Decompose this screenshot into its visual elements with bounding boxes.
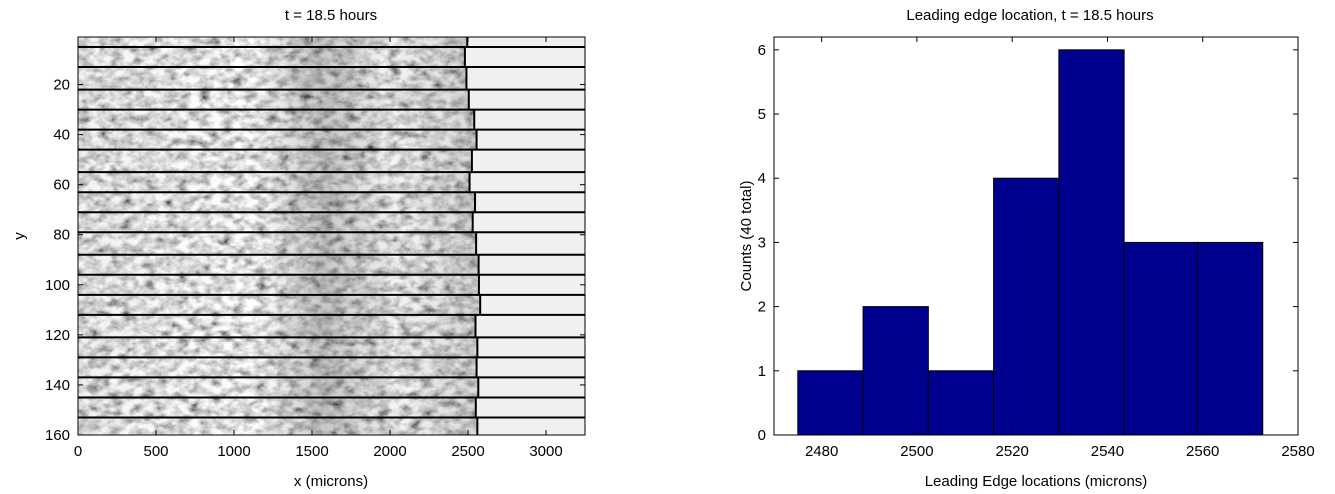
y-tick-label: 160 xyxy=(45,427,70,444)
x-tick-label: 2520 xyxy=(995,443,1028,460)
x-tick-label: 1500 xyxy=(295,443,328,460)
y-tick-label: 20 xyxy=(53,77,70,94)
y-tick-label: 60 xyxy=(53,177,70,194)
y-tick-label: 3 xyxy=(758,234,766,251)
histogram-panel: Leading edge location, t = 18.5 hours 24… xyxy=(738,7,1315,490)
y-tick-label: 4 xyxy=(758,170,766,187)
histogram-title: Leading edge location, t = 18.5 hours xyxy=(906,7,1153,24)
histogram-bar xyxy=(1058,49,1125,436)
x-tick-label: 3000 xyxy=(529,443,562,460)
image-panel: t = 18.5 hours 0 500 1000 1500 2000 2500 3000 … xyxy=(11,7,586,490)
histogram-axes-frame xyxy=(773,36,1299,436)
histogram-bars xyxy=(797,49,1264,436)
x-tick-label: 2540 xyxy=(1091,443,1124,460)
histogram-x-label: Leading Edge locations (microns) xyxy=(925,473,1148,490)
cell-shading xyxy=(78,89,469,110)
cell-shading xyxy=(78,67,467,90)
cell-shading xyxy=(78,254,479,275)
leading-edge-segments xyxy=(463,37,482,435)
x-tick-label: 2480 xyxy=(805,443,838,460)
histogram-x-ticks: 2480 2500 2520 2540 2560 2580 xyxy=(805,37,1315,460)
cell-shading xyxy=(78,129,477,150)
cell-image xyxy=(78,37,585,435)
image-title: t = 18.5 hours xyxy=(285,7,377,24)
strip-boundaries xyxy=(78,46,585,419)
histogram-bar xyxy=(1196,241,1264,436)
histogram-bar xyxy=(927,370,995,436)
cell-shading xyxy=(78,109,475,130)
y-tick-label: 100 xyxy=(45,277,70,294)
histogram-y-ticks: 0 1 2 3 4 5 6 xyxy=(758,42,1298,444)
x-tick-label: 2580 xyxy=(1281,443,1314,460)
cell-shading xyxy=(78,397,476,418)
y-tick-label: 1 xyxy=(758,363,766,380)
image-x-label: x (microns) xyxy=(294,473,368,490)
histogram-y-label: Counts (40 total) xyxy=(738,181,755,292)
x-tick-label: 2560 xyxy=(1186,443,1219,460)
histogram-bar xyxy=(993,177,1060,436)
cell-shading xyxy=(78,377,479,398)
y-tick-label: 2 xyxy=(758,299,766,316)
cell-shading xyxy=(78,212,473,233)
cell-shading xyxy=(78,294,481,315)
histogram-bar xyxy=(797,370,864,436)
cell-shading xyxy=(78,357,477,378)
cell-shading xyxy=(78,337,478,358)
image-x-ticks: 0 500 1000 1500 2000 2500 3000 xyxy=(74,37,563,460)
x-tick-label: 1000 xyxy=(217,443,250,460)
cell-shading xyxy=(78,192,476,213)
x-tick-label: 500 xyxy=(143,443,168,460)
cell-shading xyxy=(78,37,468,48)
image-y-ticks: 20 40 60 80 100 120 140 160 xyxy=(45,77,585,444)
cell-shading xyxy=(78,172,470,193)
cell-shading xyxy=(78,274,479,295)
x-tick-label: 0 xyxy=(74,443,82,460)
cell-shading xyxy=(78,417,478,435)
y-tick-label: 40 xyxy=(53,127,70,144)
y-tick-label: 120 xyxy=(45,327,70,344)
cell-shading xyxy=(78,232,477,255)
y-tick-label: 6 xyxy=(758,42,766,59)
cell-shading xyxy=(78,47,465,68)
image-axes-frame xyxy=(77,36,586,436)
histogram-bar xyxy=(1123,241,1198,436)
x-tick-label: 2000 xyxy=(373,443,406,460)
image-y-label: y xyxy=(11,232,28,240)
y-tick-label: 80 xyxy=(53,227,70,244)
cell-shading xyxy=(78,314,476,338)
y-tick-label: 140 xyxy=(45,377,70,394)
y-tick-label: 5 xyxy=(758,106,766,123)
x-tick-label: 2500 xyxy=(451,443,484,460)
x-tick-label: 2500 xyxy=(900,443,933,460)
y-tick-label: 0 xyxy=(758,427,766,444)
histogram-bar xyxy=(862,306,929,436)
cell-shading xyxy=(78,149,472,173)
